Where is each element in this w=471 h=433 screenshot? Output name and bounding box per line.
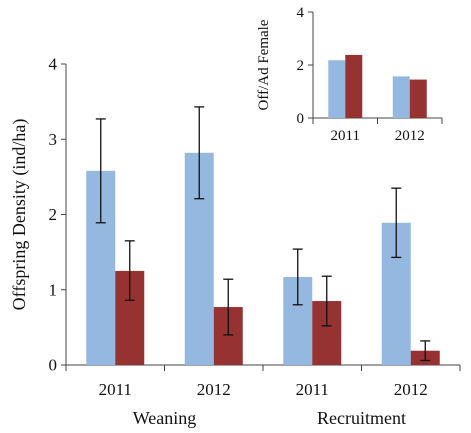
group-label: Weaning	[133, 408, 197, 428]
y-tick-label: 4	[49, 55, 58, 74]
y-axis-title: Off/Ad Female	[256, 19, 272, 110]
y-tick-label: 0	[297, 111, 305, 127]
x-tick-label: 2011	[296, 380, 329, 399]
y-tick-label: 2	[297, 58, 305, 74]
bar	[392, 76, 410, 118]
y-axis-title: Offspring Density (ind/ha)	[9, 119, 30, 311]
x-tick-label: 2012	[197, 380, 231, 399]
group-label: Recruitment	[317, 408, 406, 428]
bar	[409, 79, 427, 118]
bar	[328, 60, 346, 118]
y-tick-label: 3	[49, 130, 58, 149]
x-tick-label: 2011	[99, 380, 132, 399]
x-tick-label: 2012	[394, 380, 428, 399]
y-tick-label: 1	[49, 280, 58, 299]
bar	[345, 54, 363, 118]
x-tick-label: 2011	[331, 128, 360, 144]
y-tick-label: 4	[297, 5, 305, 21]
y-tick-label: 0	[49, 356, 58, 375]
inset-chart: 0 2 4 2011 2012 Off/Ad Female	[256, 5, 443, 144]
y-tick-label: 2	[49, 205, 58, 224]
x-tick-label: 2012	[395, 128, 425, 144]
